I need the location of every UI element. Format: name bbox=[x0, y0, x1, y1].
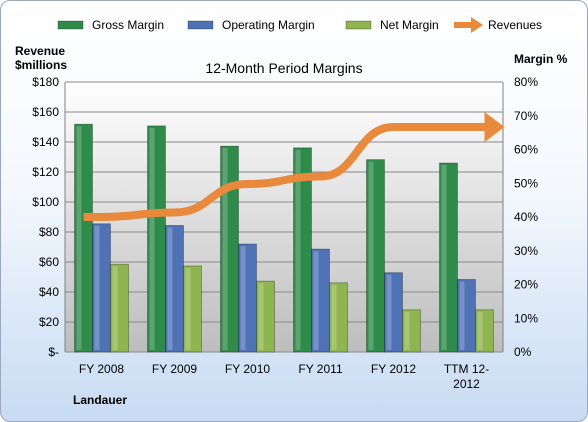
left-tick-label: $- bbox=[48, 345, 59, 359]
legend-label: Revenues bbox=[488, 18, 542, 32]
bar-highlight bbox=[149, 127, 155, 350]
right-tick-label: 10% bbox=[514, 311, 538, 325]
bar-net-margin bbox=[402, 309, 421, 353]
right-tick-label: 30% bbox=[514, 244, 538, 258]
bar-highlight bbox=[331, 284, 337, 350]
legend-arrow-icon bbox=[471, 17, 483, 33]
bar-highlight bbox=[441, 165, 447, 350]
bar-highlight bbox=[459, 281, 465, 350]
category-label: FY 2010 bbox=[225, 362, 270, 376]
category-label: FY 2009 bbox=[152, 362, 197, 376]
chart-title: 12-Month Period Margins bbox=[205, 60, 362, 76]
legend-label: Operating Margin bbox=[222, 18, 315, 32]
category-label: FY 2011 bbox=[298, 362, 343, 376]
bar-net-margin bbox=[256, 280, 275, 353]
bar-gross-margin bbox=[439, 162, 458, 353]
category-label: TTM 12- bbox=[444, 362, 489, 376]
bar-highlight bbox=[240, 246, 246, 350]
bar-net-margin bbox=[475, 309, 494, 353]
bar-highlight bbox=[404, 311, 410, 350]
right-tick-label: 60% bbox=[514, 143, 538, 157]
right-tick-label: 0% bbox=[514, 345, 532, 359]
bar-highlight bbox=[112, 266, 118, 350]
left-tick-label: $20 bbox=[39, 315, 59, 329]
bar-highlight bbox=[386, 274, 392, 350]
bar-highlight bbox=[295, 149, 301, 350]
right-tick-label: 70% bbox=[514, 109, 538, 123]
category-label: FY 2008 bbox=[79, 362, 124, 376]
right-tick-label: 80% bbox=[514, 75, 538, 89]
right-tick-label: 50% bbox=[514, 176, 538, 190]
left-tick-label: $80 bbox=[39, 225, 59, 239]
legend-swatch-operating-margin bbox=[187, 20, 214, 30]
bar-highlight bbox=[76, 126, 82, 350]
bar-highlight bbox=[222, 148, 228, 350]
legend-swatch-net-margin bbox=[345, 20, 372, 30]
bar-highlight bbox=[477, 311, 483, 350]
bar-net-margin bbox=[329, 282, 348, 353]
left-tick-label: $100 bbox=[32, 195, 59, 209]
left-tick-label: $40 bbox=[39, 285, 59, 299]
legend-label: Net Margin bbox=[380, 18, 439, 32]
bar-highlight bbox=[313, 251, 319, 350]
bar-gross-margin bbox=[366, 159, 385, 353]
bar-net-margin bbox=[110, 263, 129, 353]
left-tick-label: $60 bbox=[39, 255, 59, 269]
legend-swatch-gross-margin bbox=[57, 20, 84, 30]
company-label: Landauer bbox=[73, 393, 127, 407]
category-label: 2012 bbox=[453, 377, 480, 391]
right-axis-title: Margin % bbox=[514, 52, 568, 66]
left-tick-label: $160 bbox=[32, 105, 59, 119]
legend-label: Gross Margin bbox=[92, 18, 164, 32]
right-tick-label: 20% bbox=[514, 278, 538, 292]
left-axis-title-line1: Revenue bbox=[15, 44, 65, 58]
left-tick-label: $180 bbox=[32, 75, 59, 89]
left-axis-title-line2: $millions bbox=[15, 58, 67, 72]
right-tick-label: 40% bbox=[514, 210, 538, 224]
left-tick-label: $120 bbox=[32, 165, 59, 179]
bar-highlight bbox=[94, 225, 100, 350]
revenues-arrow-head bbox=[484, 112, 505, 142]
bar-highlight bbox=[167, 227, 173, 350]
bar-highlight bbox=[368, 161, 374, 350]
left-tick-label: $140 bbox=[32, 135, 59, 149]
bar-highlight bbox=[185, 267, 191, 350]
bar-net-margin bbox=[183, 265, 202, 353]
bar-highlight bbox=[258, 283, 264, 350]
category-label: FY 2012 bbox=[371, 362, 416, 376]
revenues-line bbox=[83, 123, 489, 221]
